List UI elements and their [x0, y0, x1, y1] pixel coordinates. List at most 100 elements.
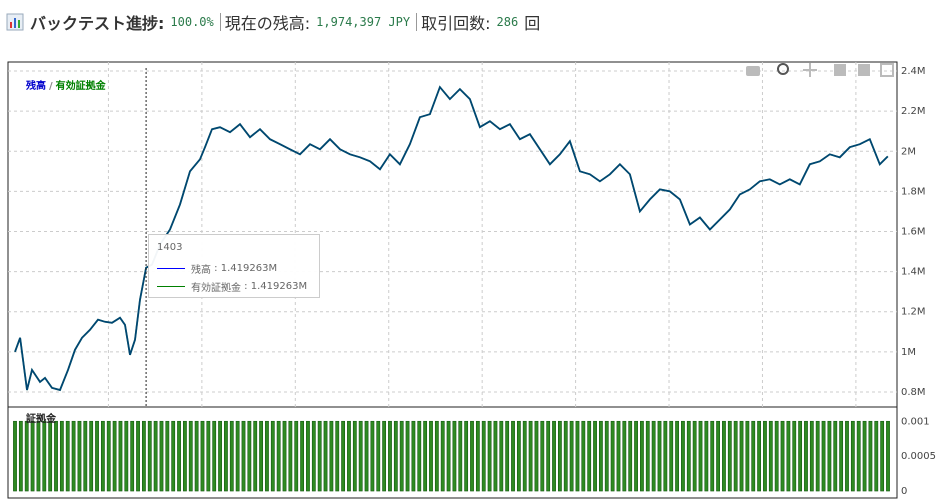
bar	[886, 420, 890, 492]
bar	[710, 420, 715, 492]
bar	[440, 420, 445, 492]
bar	[821, 420, 826, 492]
bar	[552, 420, 556, 492]
bar	[458, 420, 463, 492]
zoom-button[interactable]	[777, 63, 789, 75]
zoom-in-button[interactable]	[834, 64, 846, 76]
bar	[798, 420, 803, 492]
bar	[106, 420, 111, 492]
bar	[411, 420, 416, 492]
bar	[65, 420, 70, 492]
bar	[352, 420, 357, 492]
bar	[235, 420, 240, 492]
bar	[112, 420, 117, 492]
bar	[118, 420, 123, 492]
trades-unit: 回	[524, 14, 541, 33]
chart-frame	[7, 61, 898, 499]
trades-label: 取引回数:	[421, 14, 491, 33]
bar	[681, 420, 685, 492]
tooltip-x: 1403	[157, 241, 183, 253]
camera-button[interactable]	[746, 66, 760, 76]
bar	[534, 420, 539, 492]
bar	[768, 420, 773, 492]
bar	[429, 420, 433, 492]
y-tick-label: 0	[901, 486, 907, 497]
zoom-out-button[interactable]	[858, 64, 870, 76]
pan-button[interactable]	[803, 63, 817, 77]
bar	[604, 420, 609, 492]
bar	[452, 420, 457, 492]
series-line	[14, 85, 889, 392]
bar	[194, 420, 199, 492]
bar	[645, 420, 650, 492]
bar	[83, 420, 88, 492]
tooltip-item: 有効証拠金 : 1.419263M	[149, 277, 319, 295]
bar	[505, 420, 510, 492]
bar	[675, 420, 679, 492]
reset-button[interactable]	[880, 63, 894, 77]
tooltip-name: 残高	[191, 264, 211, 276]
bar	[317, 420, 322, 492]
bar	[856, 420, 861, 492]
bar	[265, 420, 269, 492]
bar	[36, 420, 41, 492]
tooltip-item: 残高 : 1.419263M	[149, 259, 319, 277]
bar	[839, 420, 844, 492]
bar	[634, 420, 638, 492]
bar	[686, 420, 691, 492]
bar	[809, 420, 814, 492]
bar	[224, 420, 228, 492]
bar	[850, 420, 855, 492]
bar	[89, 420, 94, 492]
series-line	[14, 85, 889, 392]
bar	[177, 420, 181, 492]
bar	[704, 420, 709, 492]
bar	[335, 420, 340, 492]
bar	[640, 420, 644, 492]
bar	[862, 420, 867, 492]
bar	[610, 420, 615, 492]
bar	[669, 420, 674, 492]
bar	[100, 420, 105, 492]
bar	[511, 420, 515, 492]
bar	[165, 420, 170, 492]
y-tick-label: 0.8M	[901, 387, 926, 398]
progress: 100.0%	[170, 15, 214, 29]
bar	[370, 420, 375, 492]
bar	[212, 420, 217, 492]
bar	[71, 420, 76, 492]
bar	[329, 420, 334, 492]
trades: 286	[496, 15, 519, 29]
bar	[475, 420, 480, 492]
bar	[136, 420, 140, 492]
legend-separator: /	[49, 81, 53, 92]
bar	[599, 420, 603, 492]
y-tick-label: 1M	[901, 347, 916, 358]
bar	[388, 420, 392, 492]
bar	[48, 420, 53, 492]
bar	[540, 420, 545, 492]
balance: 1,974,397 JPY	[316, 15, 411, 29]
separator	[416, 13, 418, 31]
bar	[757, 420, 762, 492]
bar	[622, 420, 627, 492]
bar	[183, 420, 187, 492]
bar	[188, 420, 193, 492]
y-tick-label: 2.2M	[901, 106, 926, 117]
bar	[804, 420, 808, 492]
bar	[253, 420, 258, 492]
separator	[219, 13, 221, 31]
y-tick-label: 1.6M	[901, 226, 926, 237]
tooltip-separator: :	[211, 262, 221, 274]
bar	[270, 420, 275, 492]
tooltip-value: 1.419263M	[220, 262, 278, 274]
bar	[470, 420, 474, 492]
legend-entry: 残高	[26, 79, 46, 92]
bar	[739, 420, 744, 492]
bar	[341, 420, 346, 492]
bar	[516, 420, 521, 492]
bar	[593, 420, 597, 492]
bar	[716, 420, 720, 492]
bar	[247, 420, 252, 492]
bar	[13, 420, 17, 492]
